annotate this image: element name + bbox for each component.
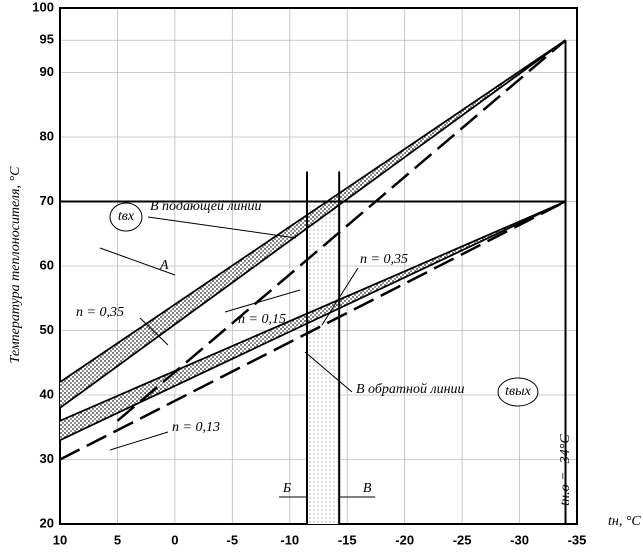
leader — [139, 317, 169, 346]
annotation: n = 0,35 — [360, 252, 408, 267]
x-tick-label: -10 — [280, 532, 299, 547]
x-tick-label: -20 — [395, 532, 414, 547]
circle-mark — [109, 202, 143, 232]
series-line — [116, 39, 567, 422]
x-tick-label: -15 — [338, 532, 357, 547]
series-line — [59, 200, 567, 461]
annotation: tн.о = -34°C — [558, 434, 573, 506]
x-tick-label: -5 — [227, 532, 239, 547]
shaded-region — [307, 201, 340, 524]
annotation: tвх — [118, 209, 135, 224]
y-tick-label: 70 — [40, 193, 54, 208]
leader — [147, 216, 297, 239]
annotation: n = 0,35 — [76, 305, 124, 320]
x-tick-label: -25 — [453, 532, 472, 547]
x-tick-label: 5 — [114, 532, 121, 547]
y-tick-label: 50 — [40, 322, 54, 337]
series-line — [59, 39, 567, 409]
annotation: А — [159, 258, 169, 273]
x-tick-label: -30 — [510, 532, 529, 547]
leader — [321, 267, 359, 326]
annotation: n = 0,15 — [238, 312, 286, 327]
leader — [304, 351, 353, 393]
x-axis-title: tн, °C — [608, 514, 641, 529]
marker-label: В — [363, 481, 372, 496]
marker-label: Б — [282, 481, 291, 496]
annotation: tвых — [505, 384, 531, 399]
series-line — [59, 200, 566, 422]
leader — [99, 247, 176, 276]
y-tick-label: 80 — [40, 128, 54, 143]
x-tick-label: -35 — [568, 532, 587, 547]
annotation: В обратной линии — [356, 382, 465, 397]
y-tick-label: 100 — [32, 0, 54, 14]
y-tick-label: 30 — [40, 451, 54, 466]
annotation: n = 0,13 — [172, 420, 220, 435]
annotation: В подающей линии — [150, 199, 262, 214]
x-tick-label: 0 — [171, 532, 178, 547]
leader — [224, 289, 301, 313]
y-tick-label: 95 — [40, 32, 54, 47]
circle-mark — [497, 377, 539, 407]
y-tick-label: 40 — [40, 386, 54, 401]
x-tick-label: 10 — [53, 532, 67, 547]
series-line — [59, 39, 567, 383]
series-line — [59, 200, 566, 441]
y-tick-label: 90 — [40, 64, 54, 79]
leader — [109, 431, 169, 451]
y-tick-label: 20 — [40, 515, 54, 530]
y-axis-title: Температура теплоносителя, °C — [8, 166, 23, 364]
y-tick-label: 60 — [40, 257, 54, 272]
